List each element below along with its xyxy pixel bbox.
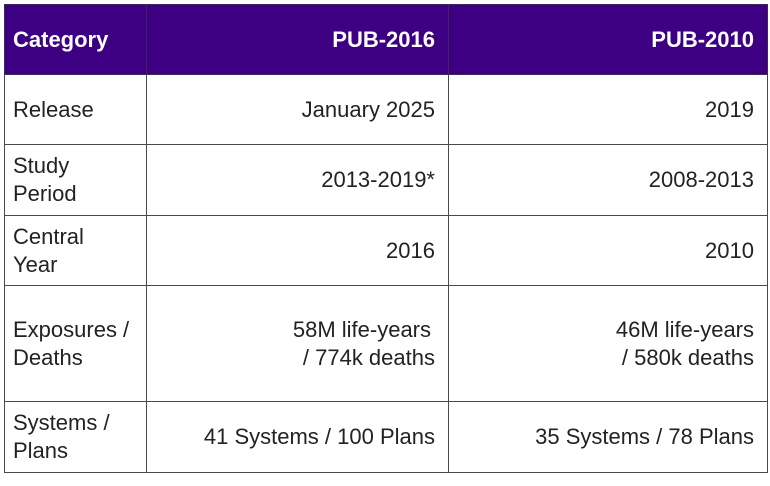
cell-pub-2016: 41 Systems / 100 Plans xyxy=(146,401,449,473)
table-row-study-period: Study Period 2013-2019* 2008-2013 xyxy=(4,144,768,216)
cell-text: 2010 xyxy=(705,237,754,263)
cell-pub-2010: 2010 xyxy=(448,215,768,286)
table-row-exposures-deaths: Exposures / Deaths 58M life-years / 774k… xyxy=(4,285,768,402)
cell-text: January 2025 xyxy=(301,96,435,122)
cell-pub-2016: 2013-2019* xyxy=(146,144,449,216)
cell-pub-2016: January 2025 xyxy=(146,74,449,145)
cell-text: 2008-2013 xyxy=(648,167,754,192)
row-label-line: Study xyxy=(13,153,70,178)
cell-text: / 774k deaths xyxy=(302,344,435,370)
header-category: Category xyxy=(4,4,147,75)
row-label-line: Year xyxy=(13,251,58,277)
cell-pub-2016: 58M life-years / 774k deaths xyxy=(146,285,449,402)
cell-pub-2016: 2016 xyxy=(146,215,449,286)
cell-text: 2016 xyxy=(386,237,435,263)
header-row: Category PUB-2016 PUB-2010 xyxy=(4,4,768,75)
header-pub-2010: PUB-2010 xyxy=(448,4,768,75)
cell-pub-2010: 2008-2013 xyxy=(448,144,768,216)
cell-text: 58M life-years xyxy=(292,316,431,342)
row-label: Systems / Plans xyxy=(4,401,147,473)
cell-pub-2010: 35 Systems / 78 Plans xyxy=(448,401,768,473)
row-label: Release xyxy=(4,74,147,145)
row-label-line: Plans xyxy=(13,438,69,463)
cell-text: 41 Systems / 100 Plans xyxy=(203,424,435,449)
row-label-line: Systems / xyxy=(13,410,110,435)
row-label-line: Deaths xyxy=(13,344,83,370)
row-label-line: Exposures / xyxy=(13,316,130,342)
header-pub-2016: PUB-2016 xyxy=(146,4,449,75)
cell-text: / 580k deaths xyxy=(621,344,754,370)
row-label-line: Central xyxy=(13,223,84,249)
table-row-systems-plans: Systems / Plans 41 Systems / 100 Plans 3… xyxy=(4,401,768,473)
comparison-table: Category PUB-2016 PUB-2010 Release Janua… xyxy=(4,4,768,473)
table-row-release: Release January 2025 2019 xyxy=(4,74,768,145)
row-label: Study Period xyxy=(4,144,147,216)
cell-pub-2010: 46M life-years / 580k deaths xyxy=(448,285,768,402)
row-label: Exposures / Deaths xyxy=(4,285,147,402)
cell-text: 46M life-years xyxy=(615,316,754,342)
row-label: Central Year xyxy=(4,215,147,286)
cell-pub-2010: 2019 xyxy=(448,74,768,145)
row-label-line: Release xyxy=(13,96,94,122)
cell-text: 2013-2019* xyxy=(321,167,435,192)
table-row-central-year: Central Year 2016 2010 xyxy=(4,215,768,286)
cell-text: 35 Systems / 78 Plans xyxy=(535,424,754,449)
row-label-line: Period xyxy=(13,181,77,206)
cell-text: 2019 xyxy=(705,96,754,122)
